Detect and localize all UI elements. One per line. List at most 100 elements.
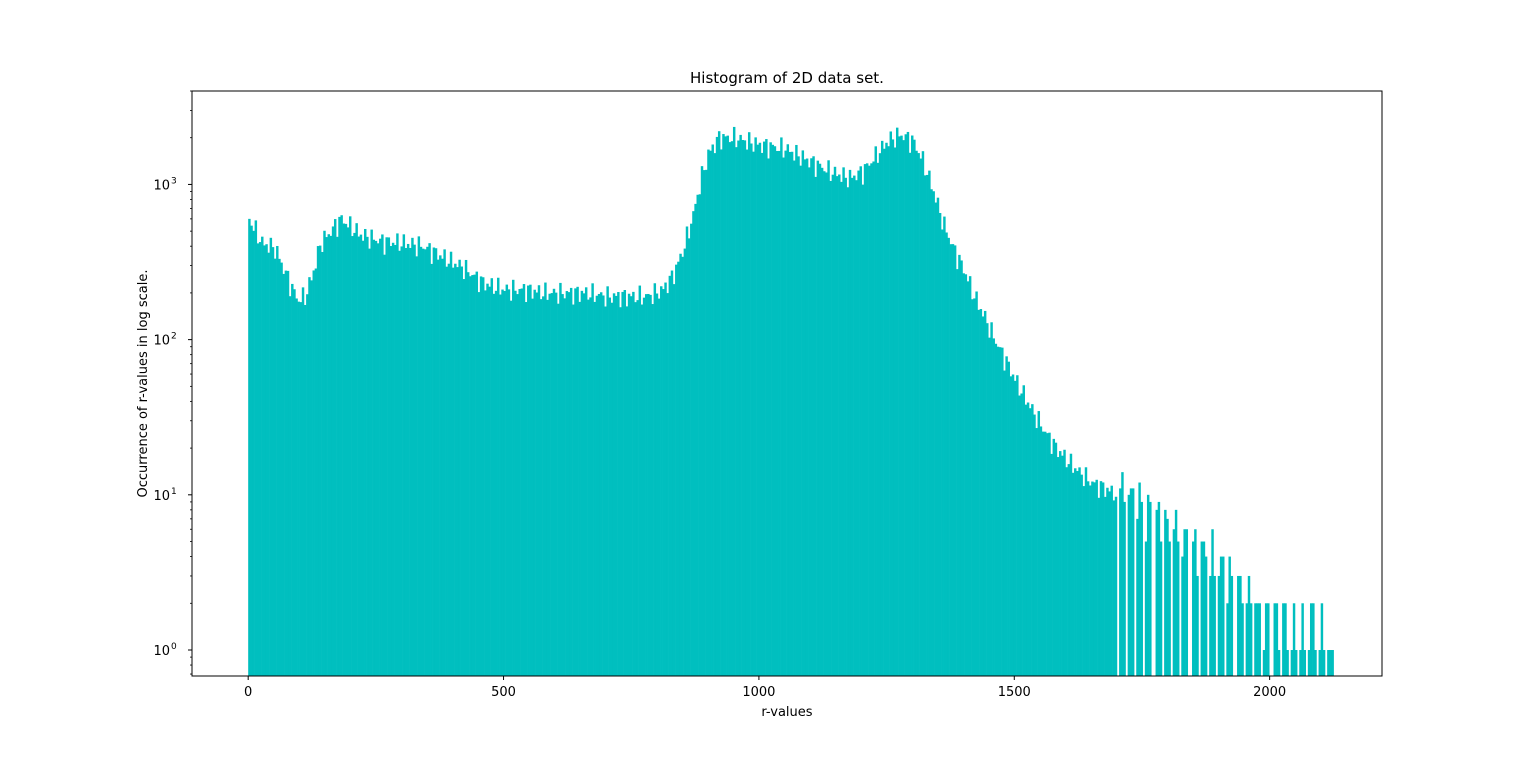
histogram-bar [1211, 529, 1214, 676]
histogram-bar [269, 237, 273, 676]
histogram-bar [1322, 650, 1326, 676]
histogram-bar [891, 139, 895, 676]
histogram-bar [760, 152, 764, 676]
histogram-bar [1144, 541, 1148, 676]
histogram-bar [1249, 603, 1253, 676]
histogram-bar [923, 175, 927, 677]
histogram-bar [1028, 408, 1032, 676]
y-tick-exponent: 2 [171, 332, 177, 342]
histogram-bar [645, 294, 648, 676]
histogram-bar [565, 291, 569, 676]
histogram-bar [1108, 491, 1111, 676]
histogram-bar [827, 160, 830, 677]
histogram-bar [928, 170, 931, 676]
histogram-bar [1089, 485, 1092, 676]
histogram-bar [443, 249, 446, 676]
histogram-bar [953, 245, 957, 676]
histogram-bar [780, 137, 783, 677]
histogram-bar [998, 347, 1002, 676]
histogram-bar [833, 166, 837, 677]
histogram-bar [743, 140, 747, 677]
histogram-bar [790, 151, 794, 676]
histogram-bar [372, 239, 376, 676]
histogram-bar [941, 229, 944, 676]
histogram-bar [614, 295, 618, 676]
histogram-bar [1168, 541, 1171, 676]
histogram-bar [516, 294, 519, 676]
histogram-bar [518, 288, 521, 676]
histogram-bar [758, 142, 762, 676]
histogram-bar [576, 286, 579, 676]
histogram-bar [844, 177, 847, 677]
histogram-bar [1059, 451, 1062, 676]
histogram-bar [439, 255, 442, 677]
histogram-bar [1157, 501, 1161, 676]
histogram-bar [1247, 575, 1251, 676]
histogram-bar [434, 248, 438, 676]
histogram-bar [705, 169, 708, 676]
histogram-bar [471, 275, 474, 676]
histogram-bar [1194, 529, 1197, 676]
histogram-bar [715, 136, 719, 676]
x-tick-label: 500 [491, 685, 516, 700]
histogram-bar [664, 282, 667, 676]
histogram-bar [1067, 464, 1071, 676]
histogram-bar [466, 272, 470, 676]
histogram-bar [782, 157, 785, 676]
histogram-bar [415, 256, 418, 676]
histogram-bar [1149, 501, 1152, 676]
histogram-bar [702, 170, 706, 676]
histogram-bar [1063, 449, 1066, 676]
histogram-bar [625, 306, 629, 676]
histogram-bar [546, 299, 549, 676]
histogram-bar [994, 343, 998, 676]
histogram-bar [1329, 650, 1332, 676]
histogram-bar [1112, 500, 1116, 676]
histogram-bar [1284, 603, 1287, 676]
histogram-bar [505, 284, 509, 676]
histogram-bar [713, 153, 717, 677]
histogram-bar [1127, 494, 1131, 676]
histogram-bar [520, 288, 524, 676]
histogram-bar [623, 290, 627, 676]
histogram-bar [263, 245, 266, 677]
histogram-bar [617, 292, 620, 676]
histogram-bar [490, 278, 494, 676]
histogram-bar [413, 244, 416, 676]
histogram-bar [441, 258, 444, 676]
histogram-bar [1007, 361, 1010, 676]
histogram-bar [803, 159, 807, 677]
histogram-bar [344, 223, 348, 676]
histogram-bar [1129, 488, 1133, 676]
histogram-bar [604, 306, 607, 676]
histogram-bar [1037, 411, 1041, 676]
histogram-bar [968, 276, 972, 676]
histogram-bar [1292, 603, 1296, 676]
histogram-bar [1050, 453, 1053, 676]
y-tick-exponent: 3 [171, 176, 177, 186]
histogram-bar [273, 258, 277, 676]
y-tick-label: 10 [153, 489, 170, 504]
histogram-bar [436, 259, 440, 676]
histogram-bar [745, 149, 749, 677]
histogram-bar [668, 275, 672, 676]
histogram-bar [1222, 556, 1225, 676]
histogram-bar [1136, 518, 1139, 676]
histogram-bar [1172, 529, 1176, 676]
histogram-bar [432, 247, 436, 676]
histogram-bar [936, 197, 940, 676]
histogram-bar [1035, 428, 1038, 676]
histogram-bar [1044, 431, 1047, 676]
histogram-bar [915, 150, 918, 677]
histogram-bar [1176, 541, 1180, 676]
histogram-bar [286, 270, 290, 676]
histogram-bar [657, 298, 661, 676]
histogram-bar [823, 171, 826, 677]
histogram-bar [1041, 431, 1045, 676]
histogram-bar [859, 166, 862, 677]
histogram-bar [805, 158, 809, 676]
histogram-bar [1174, 509, 1178, 676]
histogram-bar [1078, 467, 1081, 676]
histogram-bar [720, 149, 723, 676]
